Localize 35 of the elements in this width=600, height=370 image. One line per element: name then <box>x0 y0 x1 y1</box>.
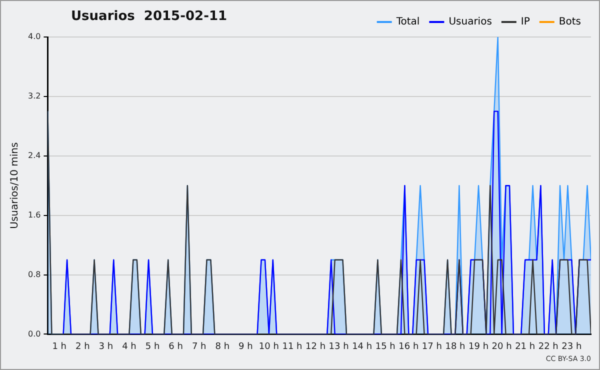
x-tick-label: 11 h <box>282 342 302 352</box>
y-tick-label: 0.8 <box>28 270 41 279</box>
x-tick-label: 12 h <box>306 342 326 352</box>
chart-title: Usuarios 2015-02-11 <box>71 9 228 24</box>
x-tick-label: 13 h <box>328 342 349 352</box>
x-tick-label: 1 h <box>52 342 67 352</box>
x-tick-label: 6 h <box>168 342 183 352</box>
y-tick-label: 3.2 <box>28 92 41 101</box>
y-tick-label: 0.0 <box>28 329 41 338</box>
legend-label: Total <box>395 16 420 28</box>
legend-label: Bots <box>558 16 581 28</box>
legend-label: Usuarios <box>448 16 492 28</box>
x-tick-label: 7 h <box>192 342 206 352</box>
x-tick-label: 20 h <box>492 342 512 352</box>
x-tick-label: 23 h <box>562 342 582 352</box>
x-tick-label: 22 h <box>538 342 558 352</box>
x-tick-label: 14 h <box>352 342 372 352</box>
x-tick-label: 16 h <box>398 342 419 352</box>
y-tick-label: 4.0 <box>28 32 41 42</box>
x-tick-label: 2 h <box>76 342 90 352</box>
x-tick-label: 5 h <box>145 342 160 352</box>
legend-label: IP <box>520 16 530 28</box>
x-tick-label: 21 h <box>515 342 536 352</box>
x-tick-label: 9 h <box>238 342 253 352</box>
y-tick-label: 1.6 <box>28 210 41 220</box>
x-tick-label: 18 h <box>445 342 466 352</box>
x-tick-label: 19 h <box>468 342 489 352</box>
x-tick-label: 4 h <box>122 342 136 352</box>
x-tick-label: 8 h <box>215 342 230 352</box>
x-tick-label: 10 h <box>258 342 279 352</box>
x-tick-label: 15 h <box>375 342 396 352</box>
x-tick-label: 17 h <box>422 342 442 352</box>
y-tick-label: 2.4 <box>28 150 41 160</box>
x-tick-label: 3 h <box>98 342 114 352</box>
y-axis-title: Usuarios/10 mins <box>10 142 21 229</box>
